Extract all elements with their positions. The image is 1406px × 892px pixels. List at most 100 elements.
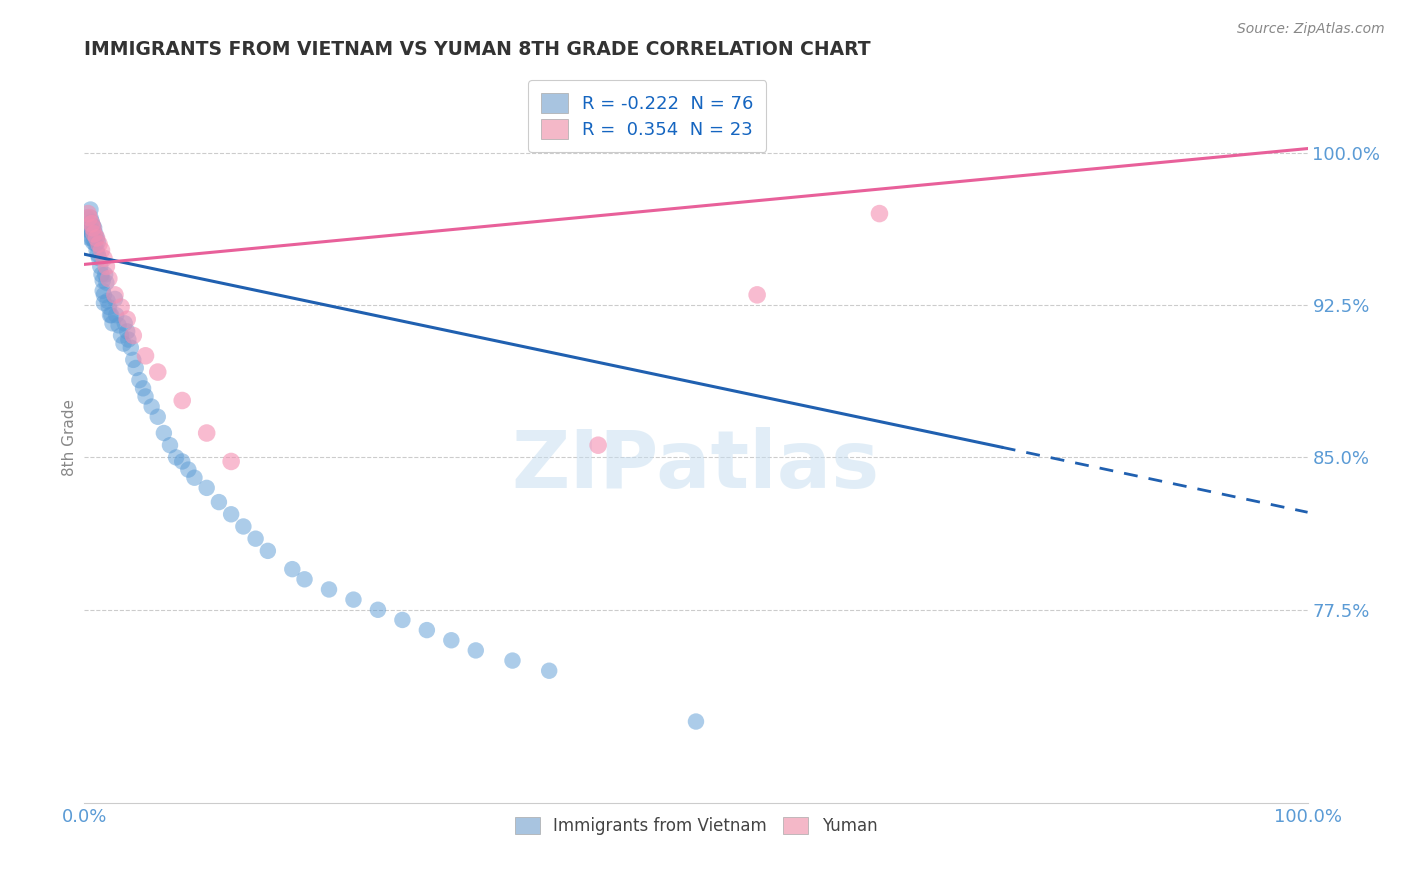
Point [219,508,242,522]
Point [104,288,127,302]
Point [117,333,139,347]
Point [120,341,142,355]
Point [94,268,117,282]
Point [77,231,100,245]
Point [89,260,111,274]
Point [101,316,124,330]
Point [869,206,891,220]
Point [257,544,280,558]
Point [86,231,108,245]
Point [80,231,103,245]
Point [114,316,136,330]
Point [125,361,148,376]
Point [440,633,463,648]
Point [83,220,105,235]
Point [80,223,103,237]
Point [96,276,118,290]
Point [84,227,107,241]
Point [208,495,231,509]
Text: IMMIGRANTS FROM VIETNAM VS YUMAN 8TH GRADE CORRELATION CHART: IMMIGRANTS FROM VIETNAM VS YUMAN 8TH GRA… [84,39,870,59]
Y-axis label: 8th Grade: 8th Grade [62,399,77,475]
Point [91,274,114,288]
Point [153,425,176,440]
Point [97,300,120,314]
Point [141,400,163,414]
Point [79,225,101,239]
Point [83,233,105,247]
Point [77,220,100,235]
Point [84,237,107,252]
Point [87,247,110,261]
Point [77,223,100,237]
Point [146,409,169,424]
Point [245,532,267,546]
Point [464,643,486,657]
Point [86,231,108,245]
Point [132,381,155,395]
Point [87,252,110,266]
Point [90,268,112,282]
Point [83,227,105,241]
Point [96,260,118,274]
Point [76,211,98,225]
Point [100,308,122,322]
Point [135,389,157,403]
Point [177,462,200,476]
Point [77,206,100,220]
Point [107,318,129,333]
Point [685,714,707,729]
Point [367,603,389,617]
Point [165,450,187,465]
Point [159,438,181,452]
Point [115,312,138,326]
Point [87,235,110,249]
Point [146,365,169,379]
Point [82,220,104,235]
Point [122,352,145,367]
Point [93,252,115,266]
Point [82,235,104,249]
Point [112,336,135,351]
Point [195,481,218,495]
Point [183,471,205,485]
Point [115,325,138,339]
Point [342,592,364,607]
Point [79,211,101,225]
Legend: Immigrants from Vietnam, Yuman: Immigrants from Vietnam, Yuman [508,811,884,842]
Point [80,215,103,229]
Point [122,328,145,343]
Point [93,288,115,302]
Point [318,582,340,597]
Point [294,572,316,586]
Point [219,454,242,468]
Point [77,211,100,225]
Point [586,438,609,452]
Point [98,308,121,322]
Point [93,296,115,310]
Point [172,393,194,408]
Point [97,293,120,308]
Point [87,237,110,252]
Point [135,349,157,363]
Point [172,454,194,468]
Point [104,292,127,306]
Point [110,328,132,343]
Point [82,219,104,233]
Point [86,243,108,257]
Point [128,373,150,387]
Point [90,243,112,257]
Text: ZIPatlas: ZIPatlas [512,427,880,506]
Point [502,654,524,668]
Point [195,425,218,440]
Point [91,284,114,298]
Point [391,613,413,627]
Point [538,664,561,678]
Point [281,562,304,576]
Point [80,217,103,231]
Point [82,227,104,241]
Point [79,202,101,217]
Point [97,271,120,285]
Point [416,623,439,637]
Point [105,308,128,322]
Point [77,217,100,231]
